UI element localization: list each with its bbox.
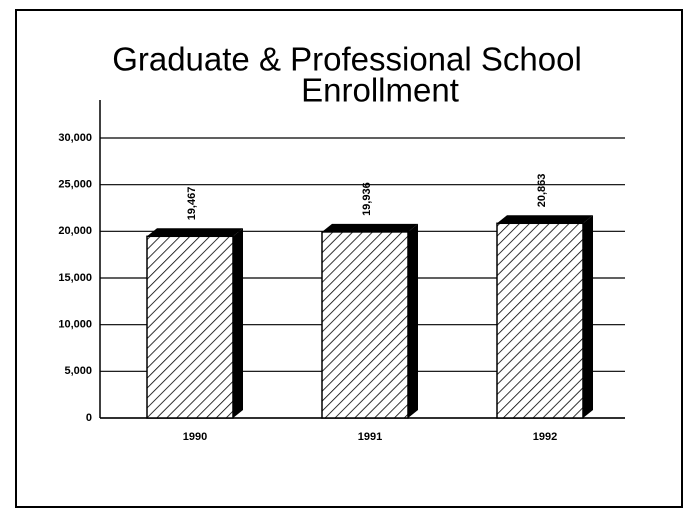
- chart-title: Enrollment: [301, 72, 459, 109]
- bar: [321, 231, 409, 419]
- x-tick-label: 1990: [183, 431, 207, 443]
- bar-side: [408, 223, 418, 418]
- y-tick-label: 15,000: [58, 272, 92, 284]
- chart-title: Graduate & Professional School: [112, 41, 582, 78]
- bar-side: [233, 228, 243, 418]
- x-tick-label: 1991: [358, 431, 382, 443]
- bar-top: [322, 223, 418, 232]
- value-label: 19,467: [186, 187, 198, 221]
- y-tick-label: 25,000: [58, 179, 92, 191]
- bar: [146, 235, 234, 419]
- bar-top: [497, 215, 593, 224]
- bar-top: [147, 228, 243, 237]
- y-tick-label: 5,000: [64, 365, 92, 377]
- y-tick-label: 30,000: [58, 132, 92, 144]
- y-tick-label: 20,000: [58, 225, 92, 237]
- bar: [496, 222, 584, 419]
- bar-side: [583, 215, 593, 418]
- value-label: 19,936: [361, 182, 373, 216]
- value-label: 20,863: [536, 174, 548, 208]
- y-tick-label: 0: [86, 412, 92, 424]
- y-tick-label: 10,000: [58, 319, 92, 331]
- x-tick-label: 1992: [533, 431, 557, 443]
